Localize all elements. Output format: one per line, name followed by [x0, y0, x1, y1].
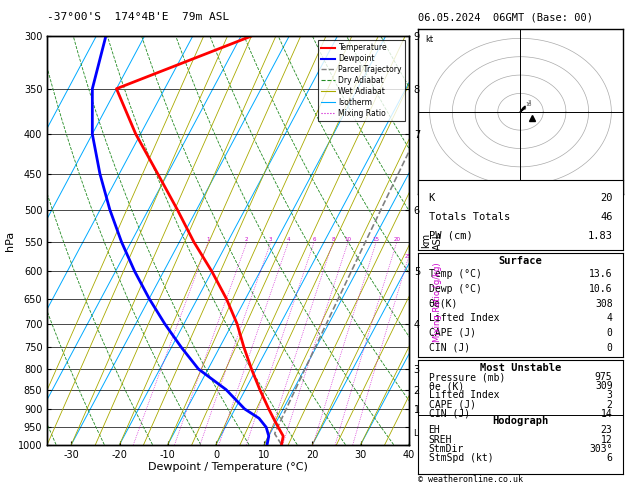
- Text: 1.83: 1.83: [587, 230, 613, 241]
- Text: Totals Totals: Totals Totals: [428, 211, 509, 222]
- Text: Dewp (°C): Dewp (°C): [428, 284, 481, 294]
- Text: Most Unstable: Most Unstable: [480, 363, 561, 373]
- Text: 10.6: 10.6: [589, 284, 613, 294]
- Text: 3: 3: [269, 237, 272, 242]
- Text: kt: kt: [425, 35, 433, 44]
- Text: 0: 0: [606, 328, 613, 338]
- Text: 15: 15: [373, 237, 380, 242]
- Y-axis label: hPa: hPa: [5, 230, 15, 251]
- Text: 12: 12: [601, 434, 613, 445]
- Text: 23: 23: [601, 425, 613, 435]
- Text: 20: 20: [600, 192, 613, 203]
- Text: CIN (J): CIN (J): [428, 409, 470, 419]
- Text: Mixing Ratio (g/kg): Mixing Ratio (g/kg): [433, 262, 442, 342]
- Text: 309: 309: [595, 382, 613, 391]
- Legend: Temperature, Dewpoint, Parcel Trajectory, Dry Adiabat, Wet Adiabat, Isotherm, Mi: Temperature, Dewpoint, Parcel Trajectory…: [318, 40, 405, 121]
- Text: θe(K): θe(K): [428, 299, 458, 309]
- Text: 2: 2: [606, 399, 613, 410]
- Text: 46: 46: [600, 211, 613, 222]
- Text: 4: 4: [606, 313, 613, 323]
- Text: 6: 6: [527, 102, 531, 107]
- Text: CAPE (J): CAPE (J): [428, 399, 476, 410]
- Text: Lifted Index: Lifted Index: [428, 313, 499, 323]
- Text: 6: 6: [313, 237, 316, 242]
- Y-axis label: km
ASL: km ASL: [421, 231, 443, 250]
- Text: 0: 0: [606, 343, 613, 352]
- Text: 1: 1: [525, 102, 528, 107]
- Text: Lifted Index: Lifted Index: [428, 390, 499, 400]
- Text: Surface: Surface: [499, 256, 542, 266]
- Text: Pressure (mb): Pressure (mb): [428, 372, 505, 382]
- Text: 3: 3: [527, 101, 531, 105]
- Text: 20: 20: [393, 237, 400, 242]
- Text: Hodograph: Hodograph: [493, 417, 548, 426]
- X-axis label: Dewpoint / Temperature (°C): Dewpoint / Temperature (°C): [148, 462, 308, 472]
- Text: CIN (J): CIN (J): [428, 343, 470, 352]
- Text: 8: 8: [331, 237, 335, 242]
- Text: 13.6: 13.6: [589, 269, 613, 279]
- Text: 303°: 303°: [589, 444, 613, 454]
- Text: θe (K): θe (K): [428, 382, 464, 391]
- Text: 4: 4: [287, 237, 290, 242]
- Text: EH: EH: [428, 425, 440, 435]
- Text: StmDir: StmDir: [428, 444, 464, 454]
- Text: LCL: LCL: [413, 429, 428, 438]
- Text: 0: 0: [523, 106, 526, 111]
- Text: 25: 25: [404, 254, 411, 259]
- Text: 10: 10: [345, 237, 352, 242]
- Text: K: K: [428, 192, 435, 203]
- Text: 308: 308: [595, 299, 613, 309]
- Text: 6: 6: [606, 453, 613, 463]
- Text: 06.05.2024  06GMT (Base: 00): 06.05.2024 06GMT (Base: 00): [418, 12, 593, 22]
- Text: Temp (°C): Temp (°C): [428, 269, 481, 279]
- Text: 3: 3: [606, 390, 613, 400]
- Text: © weatheronline.co.uk: © weatheronline.co.uk: [418, 474, 523, 484]
- Text: 1: 1: [206, 237, 210, 242]
- Text: StmSpd (kt): StmSpd (kt): [428, 453, 493, 463]
- Text: CAPE (J): CAPE (J): [428, 328, 476, 338]
- Text: 2: 2: [245, 237, 248, 242]
- Text: PW (cm): PW (cm): [428, 230, 472, 241]
- Text: SREH: SREH: [428, 434, 452, 445]
- Text: -37°00'S  174°4B'E  79m ASL: -37°00'S 174°4B'E 79m ASL: [47, 12, 230, 22]
- Text: 975: 975: [595, 372, 613, 382]
- Text: 14: 14: [601, 409, 613, 419]
